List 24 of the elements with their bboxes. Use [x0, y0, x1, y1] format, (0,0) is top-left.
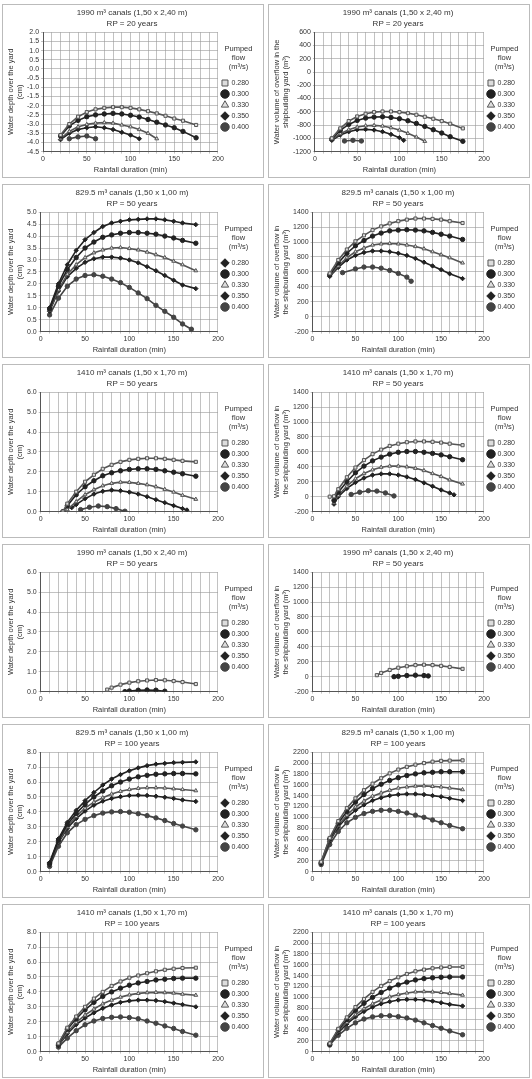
chart-title: 1990 m³ canals (1,50 x 2,40 m)	[76, 8, 188, 17]
chart-subtitle: RP = 50 years	[106, 558, 158, 568]
chart-subtitle: RP = 50 years	[372, 198, 424, 208]
chart-subtitle: RP = 50 years	[372, 378, 424, 388]
chart-title: 1410 m³ canals (1,50 x 1,70 m)	[342, 368, 454, 377]
chart-subtitle: RP = 100 years	[104, 918, 160, 928]
chart-subtitle: RP = 50 years	[372, 558, 424, 568]
chart-subtitle: RP = 50 years	[106, 378, 158, 388]
chart-subtitle: RP = 20 years	[372, 18, 424, 28]
chart-title: 1990 m³ canals (1,50 x 2,40 m)	[76, 548, 188, 557]
chart-subtitle: RP = 50 years	[106, 198, 158, 208]
chart-title: 829.5 m³ canals (1,50 x 1,00 m)	[75, 728, 189, 737]
chart-title: 829.5 m³ canals (1,50 x 1,00 m)	[75, 188, 189, 197]
chart-title: 829.5 m³ canals (1,50 x 1,00 m)	[341, 188, 455, 197]
chart-title: 1410 m³ canals (1,50 x 1,70 m)	[76, 368, 188, 377]
chart-title: 829.5 m³ canals (1,50 x 1,00 m)	[341, 728, 455, 737]
chart-subtitle: RP = 100 years	[104, 738, 160, 748]
chart-title: 1990 m³ canals (1,50 x 2,40 m)	[342, 8, 454, 17]
chart-subtitle: RP = 20 years	[106, 18, 158, 28]
chart-title: 1410 m³ canals (1,50 x 1,70 m)	[76, 908, 188, 917]
chart-subtitle: RP = 100 years	[370, 738, 426, 748]
chart-title: 1410 m³ canals (1,50 x 1,70 m)	[342, 908, 454, 917]
chart-subtitle: RP = 100 years	[370, 918, 426, 928]
chart-title: 1990 m³ canals (1,50 x 2,40 m)	[342, 548, 454, 557]
